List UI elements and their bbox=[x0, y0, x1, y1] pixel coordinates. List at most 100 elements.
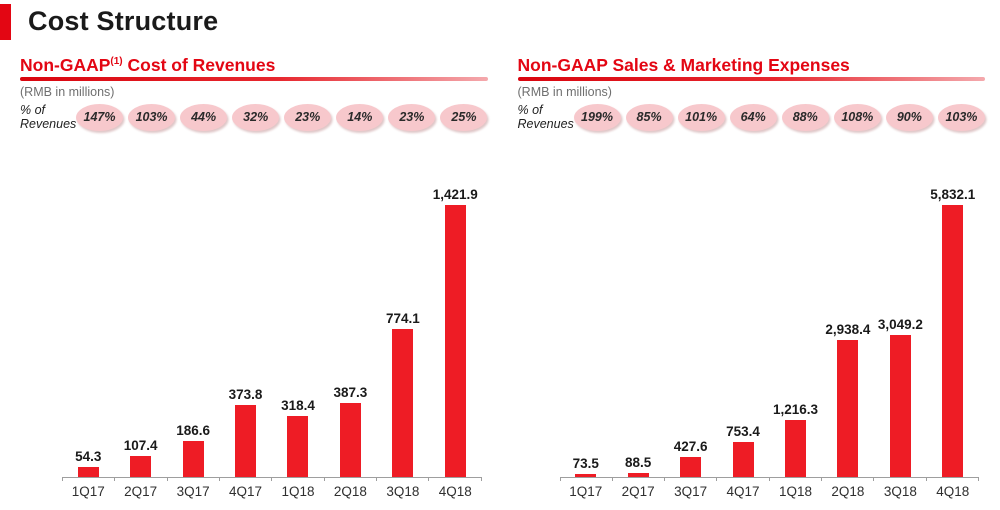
pct-badge-row: 147% 103% 44% 32% 23% 14% 23% 25% bbox=[74, 103, 488, 131]
axis-tick-cell bbox=[168, 477, 220, 481]
axis-tick-cell bbox=[272, 477, 325, 481]
bar-value-label: 186.6 bbox=[176, 422, 210, 438]
bar-cell: 2,938.4 bbox=[822, 322, 874, 477]
bar-value-label: 387.3 bbox=[333, 384, 368, 400]
pct-badge: 44% bbox=[180, 103, 228, 131]
panel-title-text: Non-GAAP Sales & Marketing Expenses bbox=[517, 55, 850, 75]
axis-tick-cell bbox=[927, 477, 979, 481]
x-axis-label: 1Q17 bbox=[569, 483, 603, 499]
pct-badge: 14% bbox=[336, 103, 384, 131]
panel-title-footnote-marker: (1) bbox=[110, 56, 123, 68]
bar-value-label: 774.1 bbox=[385, 310, 420, 326]
bars-row: 54.3 107.4 186.6 373.8 318.4 387.3 774.1 1,421.… bbox=[62, 139, 482, 477]
x-axis-label: 4Q17 bbox=[726, 483, 760, 499]
bar bbox=[339, 402, 361, 477]
axis-tick-cell bbox=[115, 477, 168, 481]
bar bbox=[837, 339, 859, 477]
axis-tick-cell bbox=[613, 477, 666, 481]
panel-cost-of-revenues: Non-GAAP(1) Cost of Revenues (RMB in mil… bbox=[20, 55, 488, 499]
bar-cell: 373.8 bbox=[219, 387, 271, 477]
bar bbox=[942, 204, 964, 477]
pct-badge: 147% bbox=[76, 103, 123, 131]
x-axis-label: 4Q18 bbox=[438, 483, 472, 499]
axis-tick-cell bbox=[429, 477, 482, 481]
title-accent-bar bbox=[0, 3, 11, 40]
pct-badge: 85% bbox=[625, 103, 673, 131]
axis-tick-cell bbox=[770, 477, 823, 481]
pct-badge: 64% bbox=[729, 103, 777, 131]
title-row: Cost Structure bbox=[0, 0, 1000, 40]
bar-cell: 318.4 bbox=[272, 398, 324, 477]
bar-cell: 753.4 bbox=[717, 424, 769, 477]
bar-chart: 54.3 107.4 186.6 373.8 318.4 387.3 774.1 1,421.… bbox=[20, 139, 488, 499]
bar bbox=[889, 334, 911, 477]
bar bbox=[680, 456, 702, 477]
pct-badge: 88% bbox=[781, 103, 829, 131]
pct-badge-row: 199% 85% 101% 64% 88% 108% 90% 103% bbox=[572, 103, 986, 131]
axis-tick-cell bbox=[220, 477, 273, 481]
bar-cell: 427.6 bbox=[664, 439, 716, 477]
panel-title: Non-GAAP(1) Cost of Revenues bbox=[20, 55, 488, 75]
bar bbox=[784, 419, 806, 477]
bar bbox=[627, 472, 649, 477]
bar-cell: 3,049.2 bbox=[874, 317, 926, 477]
bar bbox=[130, 455, 152, 477]
bar-cell: 1,421.9 bbox=[429, 187, 481, 477]
bar-chart: 73.5 88.5 427.6 753.4 1,216.3 2,938.4 3,049.2 5… bbox=[518, 139, 986, 499]
bar-value-label: 427.6 bbox=[673, 438, 708, 454]
bar-value-label: 107.4 bbox=[123, 437, 158, 453]
bar-value-label: 318.4 bbox=[281, 397, 315, 413]
panel-title-text: Non-GAAP bbox=[20, 55, 111, 75]
bar-value-label: 753.4 bbox=[726, 423, 760, 439]
pct-of-revenues-label: % of Revenues bbox=[517, 103, 574, 132]
bar-cell: 5,832.1 bbox=[927, 187, 979, 477]
units-note: (RMB in millions) bbox=[517, 85, 612, 100]
axis-ticks bbox=[62, 476, 482, 481]
panel-title: Non-GAAP Sales & Marketing Expenses bbox=[518, 55, 986, 75]
panel-title-underline bbox=[20, 77, 488, 82]
x-axis-label: 1Q17 bbox=[71, 483, 105, 499]
panel-title-rest: Cost of Revenues bbox=[122, 55, 276, 75]
x-axis-label: 3Q17 bbox=[674, 483, 708, 499]
pct-badge: 90% bbox=[885, 103, 933, 131]
units-note: (RMB in millions) bbox=[20, 85, 115, 100]
x-axis-label: 4Q17 bbox=[229, 483, 263, 499]
pct-badge: 23% bbox=[388, 103, 436, 131]
bar bbox=[575, 473, 597, 477]
x-axis-label: 3Q18 bbox=[386, 483, 420, 499]
x-axis-label: 4Q18 bbox=[936, 483, 970, 499]
axis-tick-cell bbox=[62, 477, 116, 481]
bar bbox=[287, 415, 309, 477]
x-axis-label: 3Q17 bbox=[176, 483, 210, 499]
x-axis-label: 1Q18 bbox=[778, 483, 812, 499]
bar-cell: 54.3 bbox=[62, 449, 114, 477]
pct-badge: 32% bbox=[232, 103, 280, 131]
bar-cell: 88.5 bbox=[612, 455, 664, 477]
bar-cell: 107.4 bbox=[114, 438, 166, 477]
bar-value-label: 3,049.2 bbox=[877, 316, 923, 332]
bar bbox=[732, 441, 754, 477]
bar-value-label: 88.5 bbox=[625, 454, 652, 470]
bar-value-label: 373.8 bbox=[228, 386, 263, 402]
axis-tick-cell bbox=[665, 477, 718, 481]
x-labels: 1Q17 2Q17 3Q17 4Q17 1Q18 2Q18 3Q18 4Q18 bbox=[560, 484, 980, 499]
x-axis-label: 2Q18 bbox=[831, 483, 865, 499]
bar bbox=[235, 404, 257, 477]
bars-row: 73.5 88.5 427.6 753.4 1,216.3 2,938.4 3,049.2 5… bbox=[560, 139, 980, 477]
x-axis-label: 2Q18 bbox=[333, 483, 367, 499]
axis-tick-cell bbox=[559, 477, 613, 481]
bar-value-label: 5,832.1 bbox=[930, 186, 976, 202]
axis-tick-cell bbox=[325, 477, 377, 481]
axis-tick-cell bbox=[377, 477, 430, 481]
bar-value-label: 1,216.3 bbox=[772, 401, 818, 417]
x-axis-label: 3Q18 bbox=[883, 483, 917, 499]
bar-cell: 73.5 bbox=[560, 456, 612, 477]
pct-of-revenues-label: % of Revenues bbox=[20, 103, 77, 132]
pct-badge: 108% bbox=[833, 103, 881, 131]
axis-ticks bbox=[559, 476, 979, 481]
x-axis-label: 2Q17 bbox=[621, 483, 655, 499]
pct-badge: 103% bbox=[128, 103, 176, 131]
bar-cell: 387.3 bbox=[324, 385, 376, 477]
bar-value-label: 2,938.4 bbox=[825, 321, 871, 337]
